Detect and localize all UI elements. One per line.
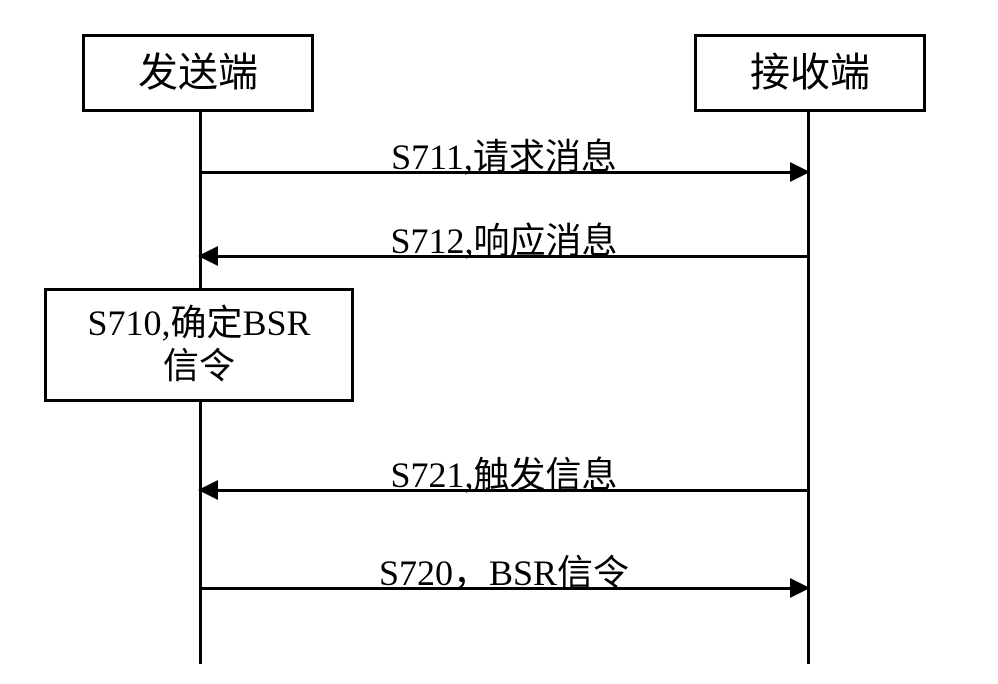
participant-receiver-box: 接收端 xyxy=(694,34,926,112)
participant-receiver-label: 接收端 xyxy=(750,49,870,97)
self-action-box: S710,确定BSR 信令 xyxy=(44,288,354,402)
message-s711-line xyxy=(200,171,790,174)
message-s721-arrow-icon xyxy=(198,480,218,500)
message-s711-arrow-icon xyxy=(790,162,810,182)
message-s712-line xyxy=(218,255,808,258)
self-action-label: S710,确定BSR 信令 xyxy=(87,302,310,388)
message-s712-arrow-icon xyxy=(198,246,218,266)
message-s720-line xyxy=(200,587,790,590)
message-s720-arrow-icon xyxy=(790,578,810,598)
message-s721-line xyxy=(218,489,808,492)
participant-sender-label: 发送端 xyxy=(138,49,258,97)
participant-sender-box: 发送端 xyxy=(82,34,314,112)
sequence-diagram: 发送端 接收端 S711,请求消息 S712,响应消息 S710,确定BSR 信… xyxy=(0,0,998,684)
